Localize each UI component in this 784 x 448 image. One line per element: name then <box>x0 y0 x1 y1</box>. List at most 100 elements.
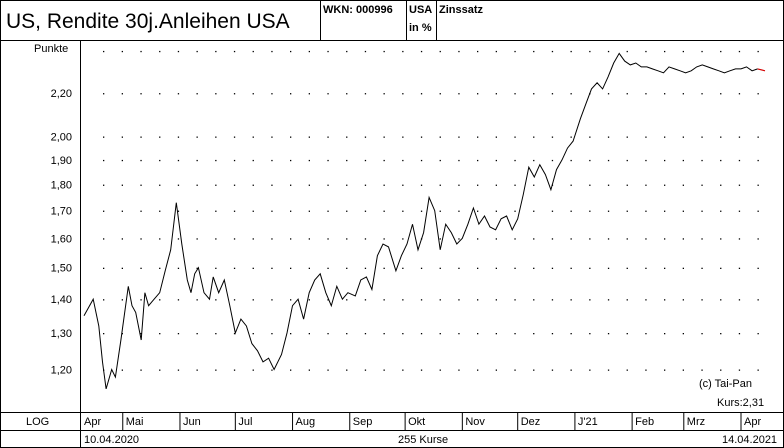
grid-dot <box>701 184 703 186</box>
grid-dot <box>290 210 292 212</box>
grid-dot <box>738 184 741 186</box>
grid-dot <box>757 238 759 240</box>
grid-dot <box>701 210 703 212</box>
grid-dot <box>570 210 572 212</box>
grid-dot <box>439 136 441 138</box>
grid-dot <box>103 93 105 95</box>
grid-dot <box>626 238 628 240</box>
grid-dot <box>364 210 367 212</box>
grid-dot <box>364 184 367 186</box>
grid-dot <box>607 333 610 335</box>
grid-dot <box>159 369 161 371</box>
grid-dot <box>757 50 759 53</box>
grid-dot <box>346 159 348 162</box>
grid-dot <box>252 210 254 212</box>
grid-dot <box>533 210 535 212</box>
grid-dot <box>327 299 329 301</box>
x-tick-label: Jul <box>238 416 252 428</box>
grid-dot <box>495 299 497 301</box>
grid-dot <box>551 50 554 53</box>
grid-dot <box>682 238 684 240</box>
grid-dot <box>402 238 404 240</box>
grid-dot <box>327 267 329 269</box>
grid-dot <box>551 210 554 212</box>
grid-dot <box>420 136 423 138</box>
x-tick-label: Nov <box>465 416 485 428</box>
x-tick-label: Apr <box>744 416 761 428</box>
grid-dot <box>271 93 273 95</box>
grid-dot <box>514 267 516 269</box>
grid-dot <box>701 50 703 53</box>
grid-dot <box>159 333 161 335</box>
grid-dot <box>290 267 292 269</box>
grid-dot <box>701 159 703 162</box>
grid-dot <box>383 238 385 240</box>
grid-dot <box>271 50 273 53</box>
grid-dot <box>364 50 367 53</box>
grid-dot <box>607 369 610 371</box>
grid-dot <box>664 159 666 162</box>
grid-dot <box>271 184 273 186</box>
grid-dot <box>215 333 217 335</box>
grid-dot <box>738 210 741 212</box>
grid-dot <box>626 267 628 269</box>
grid-dot <box>364 299 367 301</box>
grid-dot <box>159 210 161 212</box>
grid-dot <box>177 184 180 186</box>
grid-dot <box>215 299 217 301</box>
grid-dot <box>458 267 460 269</box>
grid-dot <box>121 184 123 186</box>
grid-dot <box>215 184 217 186</box>
grid-dot <box>233 184 236 186</box>
grid-dot <box>364 369 367 371</box>
grid-dot <box>682 93 684 95</box>
grid-dot <box>701 267 703 269</box>
grid-dot <box>533 136 535 138</box>
grid-dot <box>701 333 703 335</box>
y-tick-label: 1,40 <box>51 294 72 306</box>
grid-dot <box>252 369 254 371</box>
grid-dot <box>495 159 497 162</box>
grid-dot <box>645 159 647 162</box>
y-tick-label: 1,90 <box>51 155 72 167</box>
grid-dot <box>551 238 554 240</box>
grid-dot <box>533 93 535 95</box>
grid-dot <box>514 136 516 138</box>
grid-dot <box>420 184 423 186</box>
x-tick-label: Mai <box>126 416 144 428</box>
grid-dot <box>533 50 535 53</box>
grid-dot <box>177 299 180 301</box>
grid-dot <box>514 184 516 186</box>
x-tick-label: Jun <box>183 416 201 428</box>
grid-dot <box>626 136 628 138</box>
y-tick-label: 2,20 <box>51 88 72 100</box>
grid-dot <box>177 333 180 335</box>
grid-dot <box>121 50 123 53</box>
grid-dot <box>458 50 460 53</box>
x-tick-label: Mrz <box>687 416 705 428</box>
grid-dot <box>720 369 722 371</box>
grid-dot <box>177 159 180 162</box>
grid-dot <box>570 136 572 138</box>
grid-dot <box>645 136 647 138</box>
wkn-label: WKN: 000996 <box>323 4 393 16</box>
grid-dot <box>514 369 516 371</box>
grid-dot <box>327 93 329 95</box>
grid-dot <box>701 238 703 240</box>
grid-dot <box>271 333 273 335</box>
grid-dot <box>570 299 572 301</box>
grid-dot <box>757 299 759 301</box>
grid-dot <box>364 136 367 138</box>
grid-dot <box>607 136 610 138</box>
grid-dot <box>533 369 535 371</box>
grid-dot <box>215 159 217 162</box>
grid-dot <box>495 184 497 186</box>
grid-dot <box>589 184 591 186</box>
grid-dot <box>215 50 217 53</box>
grid-dot <box>252 50 254 53</box>
grid-dot <box>439 238 441 240</box>
grid-dot <box>140 184 142 186</box>
grid-dot <box>196 333 198 335</box>
grid-dot <box>607 210 610 212</box>
